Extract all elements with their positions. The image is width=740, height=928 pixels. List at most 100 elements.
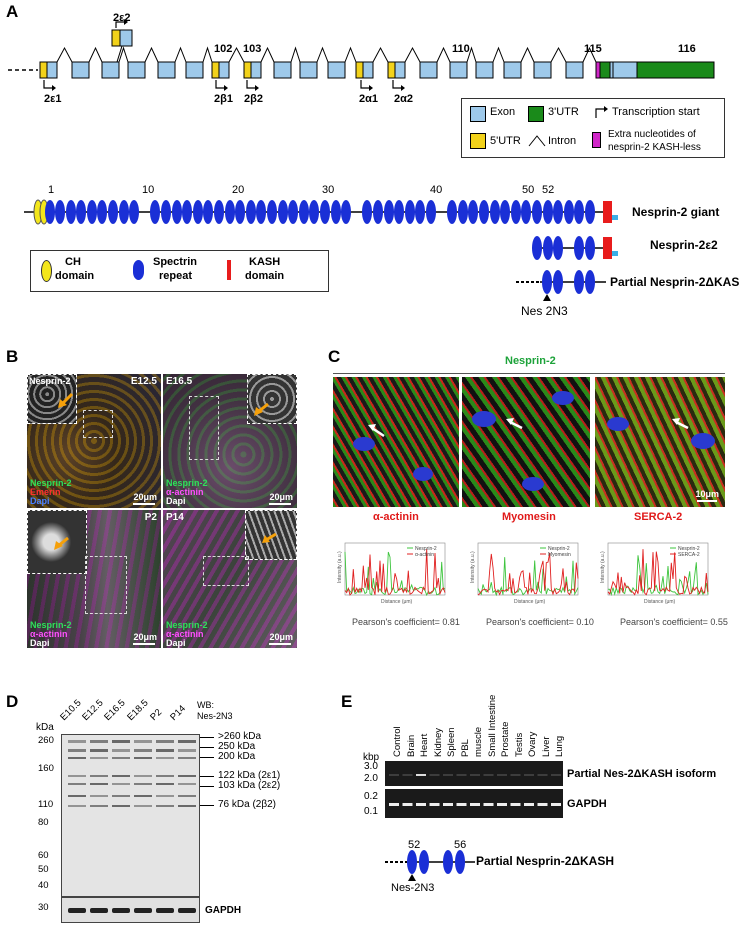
stage-label: P14 [166,512,184,523]
blot-band [134,795,152,797]
spectrin-repeat [585,270,595,294]
exon [71,61,90,79]
profile-plot [477,542,579,596]
inset-p2 [27,510,87,574]
utr3-swatch [528,106,544,122]
blot-band [156,795,174,797]
utr5 [355,61,364,79]
spectrin-repeat [203,200,213,224]
intron [88,46,103,63]
marker-profile [344,549,446,596]
intron [436,46,451,63]
blot-band [90,740,108,743]
spectrin-repeat [407,850,417,874]
spectrin-repeat [532,200,542,224]
stain-2: α-actinin [30,629,68,639]
antibody-label-e: Nes-2N3 [391,882,435,894]
gapdh-bands [68,908,196,913]
scale-bar [269,643,291,645]
intron [404,46,421,63]
legend-kash-1: KASH [249,256,281,268]
exon [475,61,494,79]
spectrin-repeat [468,200,478,224]
blot-band [178,740,196,743]
scale-label: 20μm [269,492,293,502]
spectrin-repeat [161,200,171,224]
pcr-band [456,774,467,776]
spectrin-repeat [246,200,256,224]
micrograph-serca2: 10μm [595,377,725,507]
blot-band [134,775,152,777]
stain-1: Nesprin-2 [30,478,72,488]
exon-number-103: 103 [243,43,262,55]
blot-band [156,783,174,785]
gapdh-band [90,908,108,913]
gapdh-pcr-band [456,803,467,806]
profile-xlabel: Distance (μm) [514,599,546,605]
blot-band [178,757,196,759]
intron [582,46,597,63]
spectrin-repeat [553,270,563,294]
legend-tss: Transcription start [612,106,700,118]
tissue-lane-label: Spleen [446,727,457,757]
mw-marker: 60 [38,850,49,861]
mw-marker: 160 [38,763,54,774]
blot-band [134,783,152,785]
band-label: 103 kDa (2ε2) [218,780,281,791]
promoter-e2-label: 2ε2 [113,12,131,24]
panel-label-b: B [6,347,19,366]
spectrin-repeat [341,200,351,224]
kash-domain-icon [227,260,231,280]
marker-0-1: 0.1 [364,806,378,817]
gapdh-pcr-band [402,803,413,806]
profile-ylabel: Intensity (a.u.) [600,551,606,583]
stain-1: Nesprin-2 [166,478,208,488]
blot-band [156,740,174,743]
nucleus [472,411,496,427]
spectrin-repeat [458,200,468,224]
scale-bar [133,643,155,645]
inset-e16-5 [247,374,297,424]
gapdh-label-d: GAPDH [205,905,242,916]
nucleus [691,433,715,449]
profile-xlabel: Distance (μm) [644,599,676,605]
blot-band [68,740,86,743]
profile-legend-2: SERCA-2 [678,552,700,558]
gapdh-pcr-band [389,803,399,806]
blot-band [178,749,196,752]
spectrin-repeat [553,236,563,260]
blot-band [112,740,130,743]
spectrin-repeat [455,850,465,874]
stage-label: P2 [144,512,157,523]
spectrin-repeat [331,200,341,224]
spectrin-repeat [55,200,65,224]
spectrin-repeat [574,200,584,224]
blot-band [90,775,108,777]
spectrin-repeat [362,200,372,224]
domain-number-20: 20 [232,184,245,196]
kash-domain [603,201,612,223]
blot-band [156,757,174,759]
exon-swatch [470,106,486,122]
exon [565,61,584,79]
spectrin-repeat [256,200,266,224]
spectrin-repeat [574,236,584,260]
legend-extra-2: nesprin-2 KASH-less [608,142,701,153]
blot-band [156,805,174,807]
spectrin-repeat [419,850,429,874]
intron [116,45,123,63]
panel-label-a: A [6,2,19,21]
stain-2: α-actinin [166,487,204,497]
utr5 [387,61,396,79]
spectrin-repeat [384,200,394,224]
blot-band [90,749,108,752]
intron [520,46,535,63]
tss-arrow-icon [392,80,402,89]
blot-band [112,805,130,807]
tss-arrow-icon [43,80,53,89]
exon [185,61,204,79]
extra-nt [595,61,601,79]
exon [299,61,318,79]
spectrin-repeat [479,200,489,224]
intron [492,46,505,63]
